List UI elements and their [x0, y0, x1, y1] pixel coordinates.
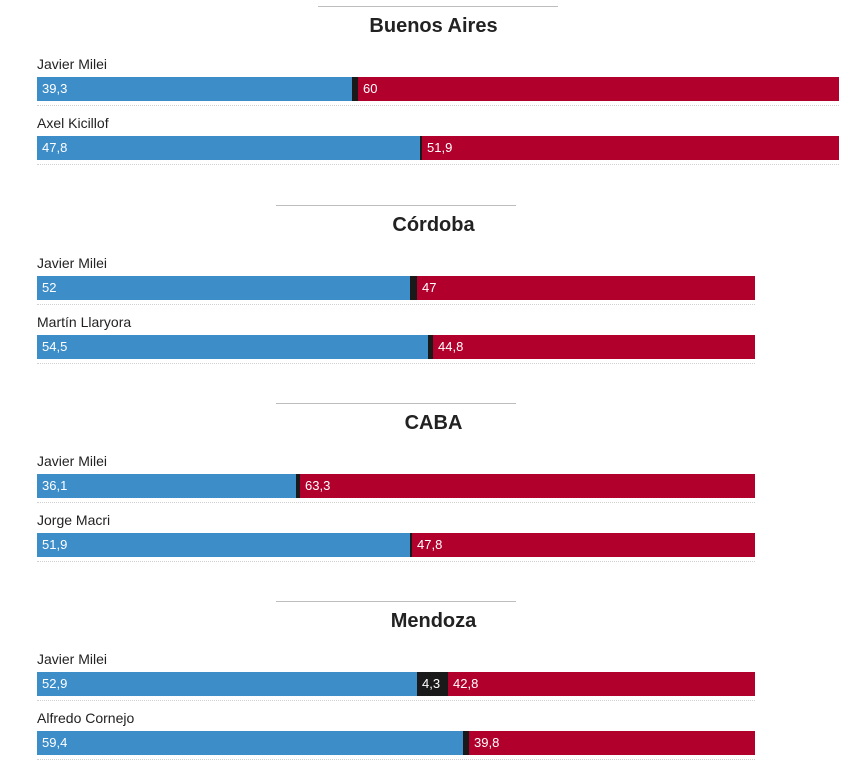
bar-segment-blank-share — [410, 276, 417, 300]
bar-row: Alfredo Cornejo 59,4 39,8 — [37, 710, 755, 762]
row-label: Axel Kicillof — [37, 115, 109, 131]
row-label: Javier Milei — [37, 255, 108, 271]
data-label: 59,4 — [42, 735, 68, 750]
bar-segment-milei-or-candidate-share — [37, 335, 428, 359]
data-label: 60 — [363, 81, 378, 96]
bar-row: Martín Llaryora 54,5 44,8 — [37, 314, 755, 366]
data-label: 47,8 — [417, 537, 443, 552]
data-label: 42,8 — [453, 676, 479, 691]
row-label: Martín Llaryora — [37, 314, 132, 330]
stacked-bar: 51,9 47,8 — [37, 533, 755, 557]
row-label: Javier Milei — [37, 56, 108, 72]
bar-segment-other-share — [412, 533, 755, 557]
row-separator — [37, 304, 755, 305]
panel-title: Mendoza — [390, 610, 477, 632]
row-label: Jorge Macri — [37, 512, 111, 528]
data-label: 47,8 — [42, 140, 68, 155]
bar-segment-other-share — [448, 672, 755, 696]
data-label: 63,3 — [305, 478, 331, 493]
stacked-bar: 52,9 4,3 42,8 — [37, 672, 755, 696]
bar-row: Javier Milei 36,1 63,3 — [37, 453, 755, 505]
data-label: 39,3 — [42, 81, 68, 96]
bar-segment-blank-share — [463, 731, 469, 755]
row-separator — [37, 759, 755, 760]
row-separator — [37, 105, 839, 106]
bar-segment-milei-or-candidate-share — [37, 731, 463, 755]
chart-panel: CABA Javier Milei 36,1 63,3 Jorge Macri 51,9 4… — [0, 397, 867, 572]
panel-divider — [276, 601, 516, 602]
bar-row: Axel Kicillof 47,8 51,9 — [37, 115, 839, 167]
bar-segment-blank-share — [417, 672, 448, 696]
stacked-bar: 36,1 63,3 — [37, 474, 755, 498]
bar-segment-blank-share — [420, 136, 422, 160]
bar-segment-other-share — [417, 276, 755, 300]
panel-divider — [318, 6, 558, 7]
bar-segment-blank-share — [410, 533, 412, 557]
data-label: 44,8 — [438, 339, 464, 354]
data-label: 52 — [42, 280, 57, 295]
row-separator — [37, 700, 755, 701]
data-label: 39,8 — [474, 735, 500, 750]
bar-segment-milei-or-candidate-share — [37, 672, 417, 696]
data-label: 4,3 — [422, 676, 441, 691]
panel-title: CABA — [404, 412, 463, 434]
bar-row: Javier Milei 39,3 60 — [37, 56, 839, 108]
bar-segment-milei-or-candidate-share — [37, 533, 410, 557]
bar-segment-other-share — [422, 136, 839, 160]
bar-segment-blank-share — [352, 77, 358, 101]
bar-segment-other-share — [433, 335, 755, 359]
bar-segment-milei-or-candidate-share — [37, 77, 352, 101]
bar-segment-milei-or-candidate-share — [37, 474, 296, 498]
stacked-bar: 47,8 51,9 — [37, 136, 839, 160]
panel-divider — [276, 403, 516, 404]
data-label: 36,1 — [42, 478, 68, 493]
data-label: 47 — [422, 280, 437, 295]
data-label: 51,9 — [42, 537, 68, 552]
data-label: 51,9 — [427, 140, 453, 155]
bar-segment-milei-or-candidate-share — [37, 276, 410, 300]
stacked-bar: 54,5 44,8 — [37, 335, 755, 359]
panel-title: Buenos Aires — [369, 15, 498, 37]
row-label: Javier Milei — [37, 453, 108, 469]
row-separator — [37, 502, 755, 503]
panel-title: Córdoba — [392, 214, 475, 236]
bar-segment-milei-or-candidate-share — [37, 136, 420, 160]
bar-segment-other-share — [300, 474, 755, 498]
row-separator — [37, 561, 755, 562]
chart-panel: Mendoza Javier Milei 52,9 4,3 42,8 Alfredo Co… — [0, 595, 867, 770]
row-separator — [37, 363, 755, 364]
chart-panel: Córdoba Javier Milei 52 47 Martín Llaryora 54… — [0, 199, 867, 374]
bar-segment-blank-share — [428, 335, 433, 359]
bar-row: Jorge Macri 51,9 47,8 — [37, 512, 755, 564]
bar-row: Javier Milei 52,9 4,3 42,8 — [37, 651, 755, 703]
row-label: Javier Milei — [37, 651, 108, 667]
stacked-bar: 39,3 60 — [37, 77, 839, 101]
bar-segment-blank-share — [296, 474, 300, 498]
bar-segment-other-share — [358, 77, 839, 101]
data-label: 54,5 — [42, 339, 68, 354]
bar-segment-other-share — [469, 731, 755, 755]
panel-divider — [276, 205, 516, 206]
stacked-bar: 59,4 39,8 — [37, 731, 755, 755]
row-label: Alfredo Cornejo — [37, 710, 135, 726]
row-separator — [37, 164, 839, 165]
chart-panel: Buenos Aires Javier Milei 39,3 60 Axel Kicil… — [0, 0, 867, 175]
stacked-bar: 52 47 — [37, 276, 755, 300]
data-label: 52,9 — [42, 676, 68, 691]
bar-row: Javier Milei 52 47 — [37, 255, 755, 307]
